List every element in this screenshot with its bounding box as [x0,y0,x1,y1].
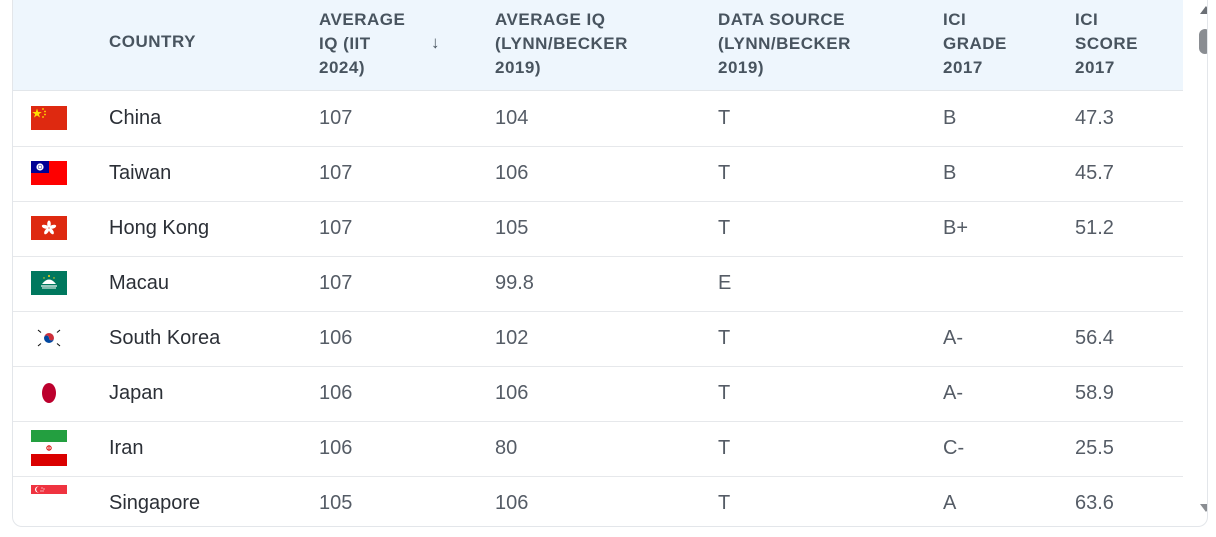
iq-lynn-value: 104 [495,107,529,129]
ranking-table: COUNTRY AVERAGE IQ (IIT 2024) ↓ AVERAGE … [12,0,1208,527]
iq-iit-value: 107 [319,162,353,184]
header-ici-score[interactable]: ICI SCORE 2017 [1075,10,1138,77]
iran-flag-icon [31,430,67,466]
data-source-value: T [718,107,731,129]
table-row[interactable]: Taiwan 107 106 T B 45.7 [13,146,1183,202]
header-average-iq-iit[interactable]: AVERAGE IQ (IIT 2024) [319,10,406,77]
table-row[interactable]: China 107 104 T B 47.3 [13,91,1183,147]
ici-score-value: 45.7 [1075,162,1114,184]
taiwan-flag-icon [31,161,67,185]
vertical-scrollbar[interactable] [1195,0,1207,526]
iq-iit-value: 106 [319,437,353,459]
iq-lynn-value: 106 [495,492,529,514]
iq-iit-value: 106 [319,382,353,404]
scrollbar-thumb[interactable] [1199,29,1207,54]
ici-score-value: 63.6 [1075,492,1114,514]
iq-iit-value: 107 [319,217,353,239]
data-source-value: T [718,217,731,239]
iq-lynn-value: 80 [495,437,518,459]
iq-lynn-value: 105 [495,217,529,239]
header-country[interactable]: COUNTRY [109,32,196,51]
ici-score-value: 47.3 [1075,107,1114,129]
country-name: Japan [109,382,164,404]
country-name: Taiwan [109,162,172,184]
singapore-flag-icon [31,485,67,503]
ici-grade-value: A [943,492,957,514]
ici-score-value: 58.9 [1075,382,1114,404]
data-source-value: T [718,492,731,514]
table-row[interactable]: Singapore 105 106 T A 63.6 [13,476,1183,526]
hong-kong-flag-icon [31,216,67,240]
header-ici-grade[interactable]: ICI GRADE 2017 [943,10,1007,77]
ici-grade-value: B+ [943,217,969,239]
country-name: South Korea [109,327,221,349]
iq-iit-value: 107 [319,107,353,129]
data-source-value: E [718,272,732,294]
ici-grade-value: A- [943,382,963,404]
country-name: Hong Kong [109,217,210,239]
table-row[interactable]: Japan 106 106 T A- 58.9 [13,366,1183,422]
ici-grade-value: B [943,107,957,129]
country-name: Iran [109,437,144,459]
ici-score-value: 51.2 [1075,217,1114,239]
iq-lynn-value: 99.8 [495,272,534,294]
scroll-up-arrow-icon[interactable] [1200,6,1207,14]
iq-iit-value: 106 [319,327,353,349]
iq-lynn-value: 106 [495,382,529,404]
sort-descending-icon[interactable]: ↓ [431,33,440,52]
china-flag-icon [31,106,67,130]
iq-lynn-value: 106 [495,162,529,184]
japan-flag-icon [31,381,67,405]
table-header: COUNTRY AVERAGE IQ (IIT 2024) ↓ AVERAGE … [13,0,1183,91]
data-source-value: T [718,327,731,349]
data-source-value: T [718,162,731,184]
country-name: Singapore [109,492,201,514]
iq-iit-value: 105 [319,492,353,514]
header-data-source[interactable]: DATA SOURCE (LYNN/BECKER 2019) [718,10,851,77]
south-korea-flag-icon [31,326,67,350]
country-name: Macau [109,272,170,294]
iq-iit-value: 107 [319,272,353,294]
ici-score-value: 25.5 [1075,437,1114,459]
ici-score-value: 56.4 [1075,327,1114,349]
table-row[interactable]: Iran 106 80 T C- 25.5 [13,421,1183,477]
country-name: China [109,107,162,129]
ici-grade-value: B [943,162,957,184]
data-source-value: T [718,437,731,459]
table-row[interactable]: Hong Kong 107 105 T B+ 51.2 [13,201,1183,257]
scroll-down-arrow-icon[interactable] [1200,504,1207,512]
data-source-value: T [718,382,731,404]
ici-grade-value: A- [943,327,963,349]
table-row[interactable]: Macau 107 99.8 E [13,256,1183,312]
header-average-iq-lynn[interactable]: AVERAGE IQ (LYNN/BECKER 2019) [495,10,628,77]
macau-flag-icon [31,271,67,295]
ici-grade-value: C- [943,437,965,459]
iq-lynn-value: 102 [495,327,529,349]
table-row[interactable]: South Korea 106 102 T A- 56.4 [13,311,1183,367]
